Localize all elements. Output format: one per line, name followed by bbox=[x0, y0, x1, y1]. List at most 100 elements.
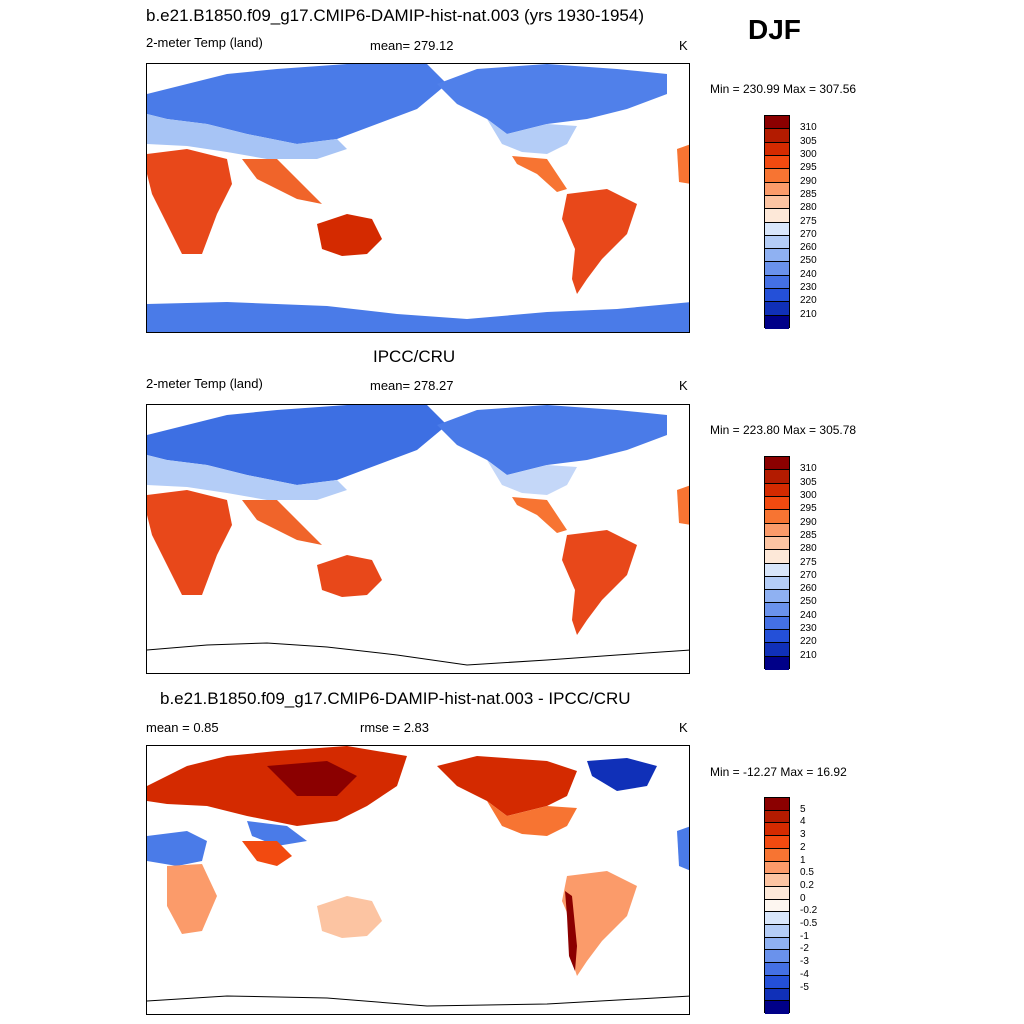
colorbar-label: 270 bbox=[800, 228, 817, 240]
colorbar-label: 3 bbox=[800, 829, 806, 841]
colorbar-box bbox=[765, 262, 789, 276]
colorbar-box bbox=[765, 209, 789, 223]
samerica bbox=[562, 530, 637, 635]
colorbar-box bbox=[765, 235, 789, 250]
colorbar-box bbox=[765, 116, 789, 130]
panel2-title: IPCC/CRU bbox=[373, 347, 456, 366]
colorbar-label: 230 bbox=[800, 623, 817, 635]
colorbar-label: 305 bbox=[800, 135, 817, 147]
colorbar-label: 300 bbox=[800, 148, 817, 160]
colorbar-box bbox=[765, 155, 789, 170]
colorbar-box bbox=[765, 886, 789, 900]
colorbar-box bbox=[765, 656, 789, 670]
antarctica-outline bbox=[147, 642, 689, 666]
colorbar-label: 0.5 bbox=[800, 867, 814, 879]
colorbar-label: 290 bbox=[800, 175, 817, 187]
colorbar-label: 210 bbox=[800, 649, 817, 661]
colorbar-label: 305 bbox=[800, 476, 817, 488]
colorbar-label: 0.2 bbox=[800, 879, 814, 891]
greenland-cold bbox=[587, 758, 657, 791]
colorbar-box bbox=[765, 937, 789, 951]
colorbar-box bbox=[765, 848, 789, 862]
right-edge-land bbox=[677, 144, 689, 184]
colorbar-label: 240 bbox=[800, 609, 817, 621]
colorbar-label: -2 bbox=[800, 943, 809, 955]
colorbar-label: -0.2 bbox=[800, 905, 818, 917]
samerica bbox=[562, 189, 637, 294]
colorbar-label: 310 bbox=[800, 122, 817, 134]
colorbar-label: -5 bbox=[800, 981, 809, 993]
colorbar-box bbox=[765, 630, 789, 644]
eurasia-mid bbox=[147, 114, 347, 159]
colorbar-label: 275 bbox=[800, 215, 817, 227]
africa bbox=[147, 149, 232, 254]
colorbar-label: 250 bbox=[800, 255, 817, 267]
colorbar-label: 250 bbox=[800, 596, 817, 608]
colorbar-box bbox=[765, 616, 789, 631]
colorbar-box bbox=[765, 496, 789, 511]
colorbar-box bbox=[765, 182, 789, 196]
panel2-units: K bbox=[679, 378, 688, 393]
colorbar-label: 240 bbox=[800, 268, 817, 280]
panel2-mean: mean= 278.27 bbox=[370, 378, 454, 393]
colorbar-label: 300 bbox=[800, 489, 817, 501]
colorbar-box bbox=[765, 550, 789, 564]
colorbar-label: 230 bbox=[800, 282, 817, 294]
australia bbox=[317, 896, 382, 938]
india-seasia bbox=[242, 159, 322, 204]
colorbar-box bbox=[765, 470, 789, 484]
season-label: DJF bbox=[748, 14, 801, 45]
colorbar-box bbox=[765, 129, 789, 143]
colorbar-box bbox=[765, 510, 789, 524]
colorbar-box bbox=[765, 315, 789, 329]
central-america bbox=[512, 156, 567, 192]
colorbar-label: 2 bbox=[800, 841, 806, 853]
eurasia-cold bbox=[147, 405, 447, 485]
colorbar-label: -4 bbox=[800, 968, 809, 980]
colorbar-label: 310 bbox=[800, 463, 817, 475]
colorbar-label: 220 bbox=[800, 636, 817, 648]
colorbar-label: 295 bbox=[800, 162, 817, 174]
colorbar-box bbox=[765, 861, 789, 875]
panel1-units: K bbox=[679, 38, 688, 53]
india-seasia bbox=[242, 500, 322, 545]
colorbar-label: 210 bbox=[800, 308, 817, 320]
colorbar-label: 285 bbox=[800, 529, 817, 541]
panel3-title: b.e21.B1850.f09_g17.CMIP6-DAMIP-hist-nat… bbox=[160, 689, 631, 708]
colorbar-label: 290 bbox=[800, 516, 817, 528]
colorbar-box bbox=[765, 823, 789, 837]
panel3-map-svg bbox=[147, 746, 689, 1007]
colorbar-box bbox=[765, 988, 789, 1002]
colorbar-label: 220 bbox=[800, 295, 817, 307]
right-edge-land bbox=[677, 485, 689, 525]
colorbar-label: -0.5 bbox=[800, 918, 818, 930]
colorbar-box bbox=[765, 643, 789, 657]
colorbar-box bbox=[765, 169, 789, 183]
panel3-map bbox=[146, 745, 690, 1015]
panel2-minmax: Min = 223.80 Max = 305.78 bbox=[710, 423, 857, 437]
australia bbox=[317, 555, 382, 597]
africa-south bbox=[167, 864, 217, 934]
colorbar-box bbox=[765, 963, 789, 976]
panel2-map bbox=[146, 404, 690, 674]
siberia-hot bbox=[267, 761, 357, 796]
colorbar-label: 5 bbox=[800, 803, 806, 815]
eurasia-warm bbox=[147, 746, 407, 826]
colorbar-box bbox=[765, 483, 789, 497]
colorbar-box bbox=[765, 576, 789, 591]
antarctica-outline bbox=[147, 995, 689, 1007]
colorbar-box bbox=[765, 222, 789, 236]
panel1-mean: mean= 279.12 bbox=[370, 38, 454, 53]
colorbar-box bbox=[765, 912, 789, 926]
colorbar-box bbox=[765, 925, 789, 938]
namerica-cold bbox=[437, 405, 667, 475]
colorbar-box bbox=[765, 289, 789, 303]
colorbar-label: 270 bbox=[800, 569, 817, 581]
colorbar-label: 0 bbox=[800, 892, 806, 904]
colorbar-box bbox=[765, 275, 789, 290]
namerica-cold bbox=[437, 64, 667, 134]
panel1-map-svg bbox=[147, 64, 689, 332]
colorbar-label: 280 bbox=[800, 543, 817, 555]
namerica-warm bbox=[437, 756, 577, 816]
colorbar-label: 295 bbox=[800, 503, 817, 515]
